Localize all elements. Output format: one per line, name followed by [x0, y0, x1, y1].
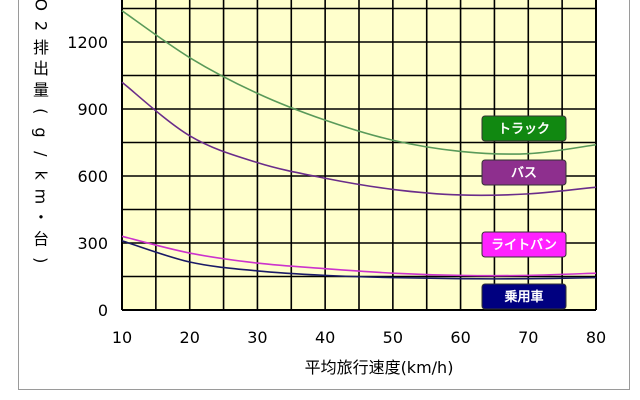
legend-swatch — [481, 159, 567, 186]
svg-text:O: O — [32, 0, 51, 11]
legend-swatch — [481, 283, 567, 310]
legend-item-1: バス — [481, 159, 567, 186]
svg-text:排: 排 — [33, 38, 49, 57]
legend-item-2: ライトバン — [481, 231, 567, 258]
x-tick-label: 20 — [180, 328, 200, 347]
legend-item-3: 乗用車 — [481, 283, 567, 310]
y-tick-label: 600 — [77, 167, 108, 186]
svg-text:): ) — [32, 257, 51, 263]
x-tick-label: 50 — [383, 328, 403, 347]
x-tick-label: 40 — [315, 328, 335, 347]
x-tick-label: 10 — [112, 328, 132, 347]
x-tick-label: 30 — [247, 328, 267, 347]
legend-item-0: トラック — [481, 115, 567, 142]
x-tick-label: 60 — [450, 328, 470, 347]
legend-label: ライトバン — [491, 238, 557, 253]
legend-swatch — [481, 115, 567, 142]
svg-text:台: 台 — [33, 230, 49, 249]
y-tick-label: 1200 — [67, 33, 108, 52]
svg-text:k: k — [32, 170, 51, 180]
svg-text:m: m — [32, 189, 51, 205]
legend-label: トラック — [498, 122, 550, 137]
svg-text:出: 出 — [33, 59, 49, 78]
svg-text:(: ( — [32, 108, 51, 114]
svg-text:量: 量 — [33, 80, 49, 99]
x-tick-label: 80 — [586, 328, 606, 347]
x-tick-label: 70 — [518, 328, 538, 347]
series-line-0 — [121, 10, 597, 155]
y-tick-label: 0 — [98, 301, 108, 320]
legend-label: バス — [511, 166, 537, 181]
y-tick-label: 300 — [77, 234, 108, 253]
legend-swatch — [481, 231, 567, 258]
svg-text:/: / — [32, 151, 51, 157]
series-line-2 — [121, 235, 597, 277]
legend-label: 乗用車 — [503, 289, 543, 305]
y-tick-label: 900 — [77, 100, 108, 119]
svg-text:・: ・ — [33, 208, 49, 227]
x-axis-title: 平均旅行速度(km/h) — [305, 358, 454, 377]
series-line-3 — [121, 240, 597, 280]
y-axis-title: CO2排出量(g/km・台) — [32, 0, 51, 263]
svg-text:2: 2 — [32, 21, 51, 31]
svg-text:g: g — [32, 127, 51, 137]
series-line-1 — [121, 81, 597, 197]
